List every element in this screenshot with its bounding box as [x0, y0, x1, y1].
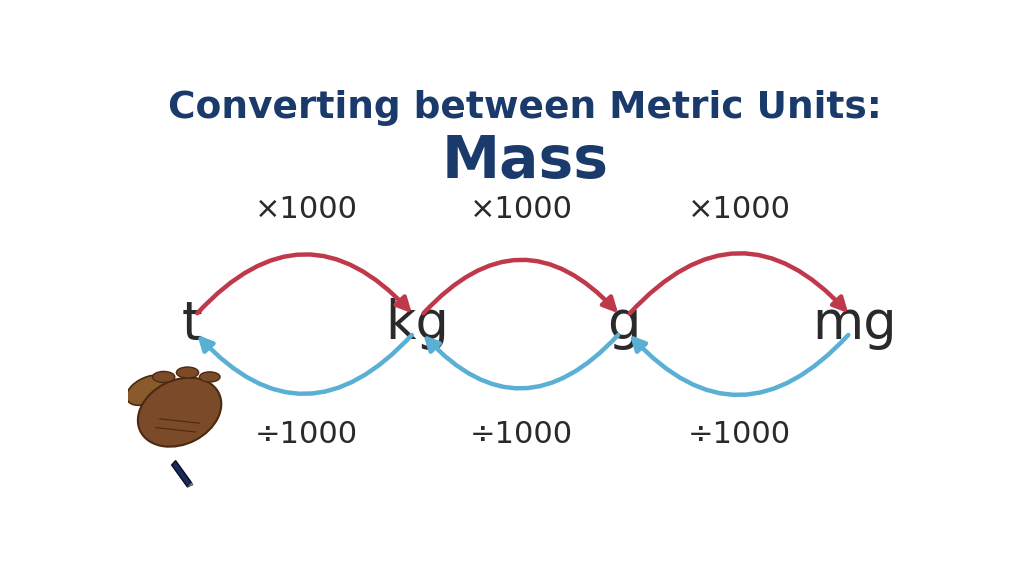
Ellipse shape — [126, 375, 169, 406]
Text: t: t — [181, 298, 202, 350]
Ellipse shape — [138, 378, 221, 447]
Text: ÷1000: ÷1000 — [255, 420, 358, 448]
Ellipse shape — [200, 372, 220, 382]
Text: Mass: Mass — [441, 133, 608, 190]
Polygon shape — [172, 460, 191, 487]
Text: ×1000: ×1000 — [469, 195, 572, 224]
Text: ×1000: ×1000 — [255, 195, 358, 224]
Ellipse shape — [176, 367, 199, 378]
Polygon shape — [187, 483, 194, 487]
Text: g: g — [607, 298, 641, 350]
Text: ×1000: ×1000 — [687, 195, 791, 224]
Text: ÷1000: ÷1000 — [469, 420, 572, 448]
Text: ÷1000: ÷1000 — [687, 420, 791, 448]
Text: mg: mg — [812, 298, 896, 350]
Ellipse shape — [153, 371, 175, 383]
Text: kg: kg — [386, 298, 450, 350]
Text: Converting between Metric Units:: Converting between Metric Units: — [168, 90, 882, 126]
